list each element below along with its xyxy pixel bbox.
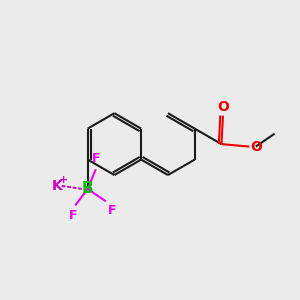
- Text: B: B: [82, 182, 93, 196]
- Text: K: K: [51, 179, 62, 193]
- Text: F: F: [108, 204, 117, 217]
- Text: F: F: [69, 209, 77, 222]
- Text: +: +: [58, 175, 68, 185]
- Text: F: F: [92, 152, 100, 165]
- Text: O: O: [217, 100, 229, 114]
- Text: O: O: [250, 140, 262, 154]
